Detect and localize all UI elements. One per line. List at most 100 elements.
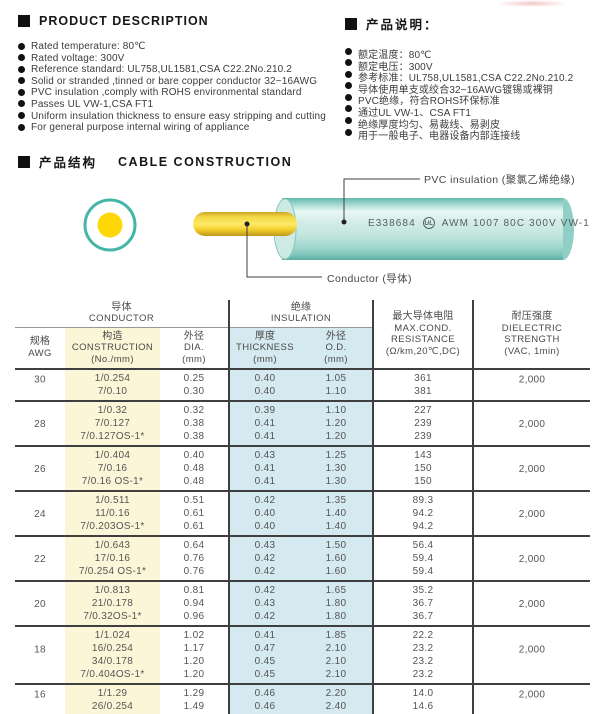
dielectric-column-header: 耐压强度 DIELECTRIC STRENGTH (VAC, 1min) bbox=[472, 300, 591, 370]
section-square-icon bbox=[18, 15, 30, 27]
construction-column-header: 构造 CONSTRUCTION (No./mm) bbox=[65, 327, 160, 370]
construction-cell: 7/0.16 bbox=[65, 462, 160, 475]
description-item: Uniform insulation thickness to ensure e… bbox=[18, 111, 343, 123]
od-cell: 1.60 bbox=[300, 552, 374, 565]
conductor-group-cn: 导体 bbox=[111, 301, 132, 313]
od-cell: 2.10 bbox=[300, 668, 374, 684]
table-row: 18 1/1.024 1.02 0.41 1.85 22.2 2,000 bbox=[15, 625, 591, 684]
description-item-text: 通过UL VW-1、CSA FT1 bbox=[358, 107, 472, 119]
thickness-cell: 0.41 bbox=[228, 475, 301, 491]
thickness-cell: 0.41 bbox=[228, 430, 301, 446]
resistance-cell: 59.4 bbox=[372, 552, 474, 565]
resistance-cell: 22.2 bbox=[372, 625, 474, 642]
table-row: 11/0.16 0.61 0.40 1.40 94.2 bbox=[15, 507, 590, 520]
cable-jacket bbox=[282, 198, 563, 260]
dia-cell: 1.17 bbox=[183, 643, 205, 654]
description-item-text: Solid or stranded ,tinned or bare copper… bbox=[31, 75, 318, 87]
awg-column-header: 规格 AWG bbox=[15, 327, 65, 370]
thickness-cell: 0.43 bbox=[228, 597, 301, 610]
thickness-cell: 0.42 bbox=[228, 610, 301, 626]
thickness-cell: 0.42 bbox=[228, 580, 301, 597]
bullet-icon bbox=[18, 65, 25, 73]
table-row: 16/0.254 1.17 0.47 2.10 23.2 bbox=[15, 642, 590, 655]
dia-cell: 0.30 bbox=[183, 386, 205, 397]
dia-column-header: 外径 DIA. (mm) bbox=[160, 327, 230, 370]
cross-section-conductor-dot bbox=[97, 212, 123, 238]
resistance-cell: 35.2 bbox=[372, 580, 474, 597]
resistance-cell: 14.0 bbox=[372, 683, 474, 700]
od-cell: 1.35 bbox=[300, 490, 374, 507]
od-cell: 1.65 bbox=[300, 580, 374, 597]
thickness-cell: 0.39 bbox=[228, 400, 301, 417]
resistance-column-header: 最大导体电阻 MAX.COND. RESISTANCE (Ω/km,20℃,DC… bbox=[372, 300, 474, 370]
awg-cell: 28 bbox=[15, 400, 65, 446]
table-row: 26 1/0.404 0.40 0.43 1.25 143 2,000 bbox=[15, 445, 591, 491]
construction-cell: 7/0.404OS-1* bbox=[65, 668, 160, 684]
product-description-cn-title: 产品说明： bbox=[345, 14, 603, 33]
dia-cell: 0.25 bbox=[160, 368, 230, 385]
dia-cell: 0.51 bbox=[160, 490, 230, 507]
thickness-cell: 0.42 bbox=[228, 552, 301, 565]
section-square-icon bbox=[345, 17, 357, 30]
resistance-cell: 239 bbox=[372, 417, 474, 430]
bullet-icon bbox=[345, 93, 352, 101]
resistance-cell: 36.7 bbox=[372, 597, 474, 610]
description-item-text: Reference standard: UL758,UL1581,CSA C22… bbox=[31, 64, 293, 76]
awg-cell: 24 bbox=[15, 490, 65, 536]
construction-cell: 1/0.254 bbox=[65, 368, 160, 385]
od-cell: 1.85 bbox=[300, 625, 374, 642]
table-row: 17/0.16 0.76 0.42 1.60 59.4 bbox=[15, 552, 590, 565]
description-item: 额定电压：300V bbox=[345, 58, 603, 73]
resistance-cell: 56.4 bbox=[372, 535, 474, 552]
od-cell: 2.40 bbox=[300, 700, 374, 714]
pvc-leader-line bbox=[343, 178, 420, 222]
construction-cell: 17/0.16 bbox=[65, 552, 160, 565]
table-row: 7/0.32OS-1* 0.96 0.42 1.80 36.7 bbox=[15, 610, 590, 626]
resistance-cell: 94.2 bbox=[372, 520, 474, 536]
product-description-cn-list: 额定温度：80℃ 额定电压：300V 参考标准：UL758,UL1581,CSA… bbox=[345, 46, 603, 142]
insulation-group-en: INSULATION bbox=[270, 313, 332, 325]
cable-diagram-graphic bbox=[83, 178, 574, 278]
resistance-cell: 94.2 bbox=[372, 507, 474, 520]
od-cell: 2.20 bbox=[300, 683, 374, 700]
section-title-text: 产品说明： bbox=[366, 18, 439, 32]
table-row: 7/0.127 0.38 0.41 1.20 239 bbox=[15, 417, 590, 430]
resistance-cell: 381 bbox=[372, 385, 474, 401]
construction-cell: 1/1.29 bbox=[65, 683, 160, 700]
thickness-cell: 0.42 bbox=[228, 490, 301, 507]
insulation-group-cn: 绝缘 bbox=[290, 301, 312, 313]
construction-cell: 16/0.254 bbox=[65, 642, 160, 655]
description-item: Rated voltage: 300V bbox=[18, 53, 343, 65]
dia-cell: 1.02 bbox=[160, 625, 230, 642]
resistance-cell: 23.2 bbox=[372, 655, 474, 668]
bullet-icon bbox=[18, 100, 25, 108]
section-title-text: PRODUCT DESCRIPTION bbox=[39, 14, 209, 28]
construction-cell: 26/0.254 bbox=[65, 700, 160, 714]
od-cell: 1.10 bbox=[300, 400, 374, 417]
thickness-cell: 0.45 bbox=[228, 655, 301, 668]
construction-cell: 7/0.254 OS-1* bbox=[65, 565, 160, 581]
description-item-text: Passes UL VW-1,CSA FT1 bbox=[31, 98, 154, 110]
thickness-cell: 0.40 bbox=[228, 507, 301, 520]
description-item-text: Rated voltage: 300V bbox=[31, 52, 125, 64]
thickness-cell: 0.47 bbox=[228, 642, 301, 655]
cable-print-spec: AWM 1007 80C 300V VW-1 bbox=[441, 217, 590, 229]
thickness-cell: 0.43 bbox=[228, 445, 301, 462]
bullet-icon bbox=[345, 117, 352, 125]
table-row: 7/0.16 0.48 0.41 1.30 150 bbox=[15, 462, 590, 475]
table-row: 28 1/0.32 0.32 0.39 1.10 227 2,000 bbox=[15, 400, 591, 446]
description-item-text: For general purpose internal wiring of a… bbox=[31, 122, 250, 134]
od-cell: 1.10 bbox=[300, 385, 374, 401]
conductor-group-header: 导体 CONDUCTOR bbox=[15, 300, 230, 328]
construction-cell: 1/0.404 bbox=[65, 445, 160, 462]
bullet-icon bbox=[345, 128, 352, 136]
construction-cell: 34/0.178 bbox=[65, 655, 160, 668]
table-row: 7/0.127OS-1* 0.38 0.41 1.20 239 bbox=[15, 430, 590, 446]
table-row: 7/0.16 OS-1* 0.48 0.41 1.30 150 bbox=[15, 475, 590, 491]
dia-cell: 1.20 bbox=[183, 669, 205, 680]
bullet-icon bbox=[345, 47, 352, 55]
resistance-cell: 14.6 bbox=[372, 700, 474, 714]
table-row: 21/0.178 0.94 0.43 1.80 36.7 bbox=[15, 597, 590, 610]
awg-cell: 30 bbox=[15, 368, 65, 401]
description-item-text: PVC绝缘，符合ROHS环保标准 bbox=[358, 96, 500, 108]
